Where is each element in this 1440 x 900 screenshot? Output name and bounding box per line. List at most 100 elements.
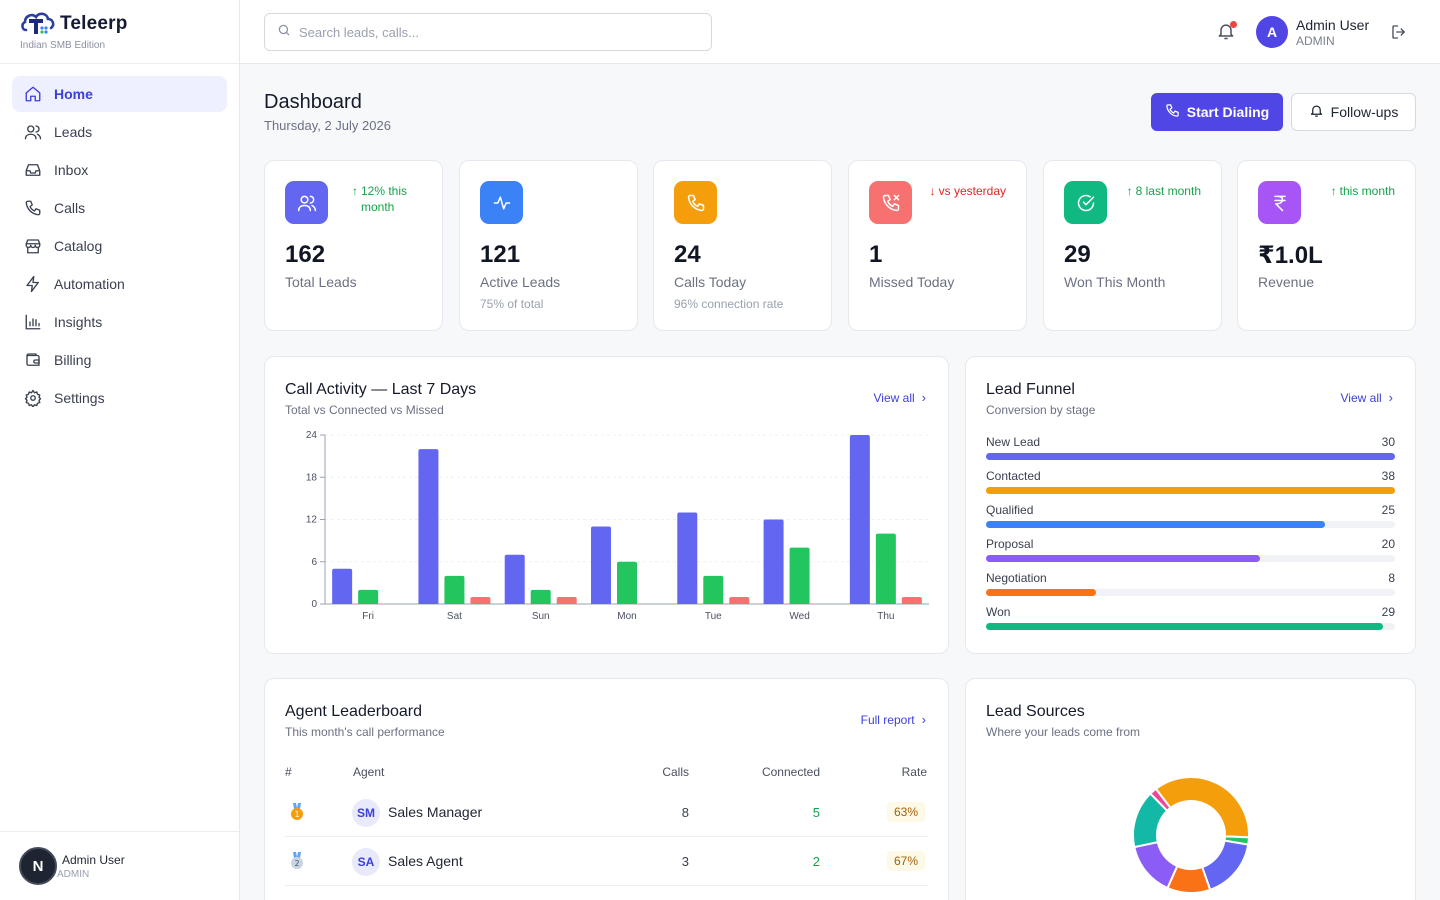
bar	[332, 568, 353, 604]
funnel-stage[interactable]: New Lead 30	[986, 435, 1395, 460]
sidebar-item-leads[interactable]: Leads	[12, 114, 227, 150]
funnel-stage[interactable]: Qualified 25	[986, 503, 1395, 528]
phone-missed-icon	[869, 181, 912, 224]
sidebar-user-role: ADMIN	[57, 868, 90, 880]
panel-title: Call Activity — Last 7 Days	[285, 381, 477, 398]
sidebar-item-catalog[interactable]: Catalog	[12, 228, 227, 264]
brand-name: Teleerp	[60, 13, 128, 34]
table-row[interactable]: 2 SA Sales Agent 3 2 67%	[285, 837, 928, 886]
stat-label: Active Leads	[480, 274, 561, 290]
bar	[444, 575, 465, 604]
call-activity-chart: 0 6 12 18 24 Fri Sat Sun Mon Tue Wed Thu	[306, 430, 929, 622]
view-all-link[interactable]: View all ›	[1340, 390, 1393, 405]
stat-card-won-this-month[interactable]: ↑ 8 last month 29 Won This Month	[1043, 160, 1222, 331]
y-tick-label: 6	[311, 557, 317, 568]
donut-slice	[1154, 776, 1250, 839]
sidebar-nav: Home Leads Inbox Calls Catalog Automatio…	[0, 64, 239, 416]
sidebar-item-billing[interactable]: Billing	[12, 342, 227, 378]
notifications-button[interactable]	[1216, 21, 1238, 43]
bar	[703, 575, 724, 604]
panel-subtitle: Conversion by stage	[986, 403, 1096, 417]
sidebar-item-label: Billing	[54, 352, 92, 368]
phone-icon	[1165, 103, 1187, 121]
sidebar-item-settings[interactable]: Settings	[12, 380, 227, 416]
chevron-right-icon: ›	[921, 712, 926, 727]
funnel-stage-label: Contacted	[986, 469, 1041, 483]
full-report-link[interactable]: Full report ›	[860, 712, 926, 727]
user-menu[interactable]: Admin User ADMIN	[1296, 17, 1369, 48]
sidebar: Teleerp Indian SMB Edition Home Leads In…	[0, 0, 240, 900]
funnel-stage[interactable]: Proposal 20	[986, 537, 1395, 562]
search-box[interactable]	[264, 13, 712, 51]
avatar: N	[19, 847, 57, 885]
brand-subtitle: Indian SMB Edition	[20, 40, 106, 51]
svg-text:2: 2	[294, 859, 299, 868]
page-title: Dashboard	[264, 91, 362, 113]
donut-slice	[1133, 840, 1179, 890]
store-icon	[24, 237, 42, 255]
bar	[677, 512, 698, 604]
sidebar-item-label: Automation	[54, 276, 125, 292]
sidebar-item-home[interactable]: Home	[12, 76, 227, 112]
table-row[interactable]: 1 SM Sales Manager 8 5 63%	[285, 788, 928, 837]
stat-value: 1	[869, 241, 883, 268]
x-tick-label: Sat	[447, 611, 462, 622]
view-all-link[interactable]: View all ›	[873, 390, 926, 405]
follow-ups-button[interactable]: Follow-ups	[1291, 93, 1416, 131]
search-input[interactable]	[299, 24, 679, 40]
wallet-icon	[24, 351, 42, 369]
bar	[849, 435, 870, 604]
stat-value: 121	[480, 241, 521, 268]
x-tick-label: Wed	[789, 611, 809, 622]
stat-card-revenue[interactable]: ↑ this month ₹1.0L Revenue	[1237, 160, 1416, 331]
bar	[470, 596, 491, 604]
calls-value: 8	[681, 805, 689, 820]
panel-subtitle: Total vs Connected vs Missed	[285, 403, 444, 417]
brand[interactable]: Teleerp Indian SMB Edition	[0, 0, 239, 64]
connected-value: 2	[812, 854, 820, 869]
sidebar-user[interactable]: N Admin User ADMIN	[0, 831, 239, 900]
bar	[617, 561, 637, 604]
funnel-stage[interactable]: Won 29	[986, 605, 1395, 630]
user-role: ADMIN	[1296, 34, 1335, 48]
funnel-track	[986, 623, 1395, 630]
check-circle-icon	[1064, 181, 1107, 224]
stat-card-missed-today[interactable]: ↓ vs yesterday 1 Missed Today	[848, 160, 1027, 331]
sidebar-item-calls[interactable]: Calls	[12, 190, 227, 226]
stat-value: ₹1.0L	[1258, 242, 1323, 269]
panel-subtitle: Where your leads come from	[986, 725, 1141, 739]
gear-icon	[24, 389, 42, 407]
funnel-stage[interactable]: Negotiation 8	[986, 571, 1395, 596]
logout-icon	[1390, 25, 1408, 45]
stat-label: Calls Today	[674, 274, 747, 290]
sidebar-item-automation[interactable]: Automation	[12, 266, 227, 302]
bar	[729, 596, 750, 604]
column-header-agent: Agent	[353, 765, 385, 779]
call-activity-panel: Call Activity — Last 7 Days Total vs Con…	[264, 356, 949, 654]
start-dialing-button[interactable]: Start Dialing	[1151, 93, 1283, 131]
funnel-stage[interactable]: Contacted 38	[986, 469, 1395, 494]
sidebar-item-insights[interactable]: Insights	[12, 304, 227, 340]
stat-card-active-leads[interactable]: 121 Active Leads 75% of total	[459, 160, 638, 331]
funnel-stage-label: Qualified	[986, 503, 1034, 517]
x-tick-label: Sun	[532, 611, 550, 622]
arrow-up-icon: ↑	[352, 184, 358, 198]
agent-name: Sales Agent	[388, 853, 463, 869]
funnel-fill	[986, 555, 1261, 562]
phone-icon	[674, 181, 717, 224]
avatar[interactable]: A	[1256, 16, 1288, 48]
logout-button[interactable]	[1390, 23, 1408, 41]
panel-title: Agent Leaderboard	[285, 703, 422, 720]
stat-card-total-leads[interactable]: ↑ 12% this month 162 Total Leads	[264, 160, 443, 331]
rate-badge: 67%	[886, 851, 925, 871]
agent-name: Sales Manager	[388, 804, 483, 820]
sidebar-item-inbox[interactable]: Inbox	[12, 152, 227, 188]
bar	[591, 526, 611, 604]
users-icon	[24, 123, 42, 141]
follow-ups-label: Follow-ups	[1330, 104, 1399, 120]
bar	[901, 596, 922, 604]
funnel-stage-value: 25	[1381, 503, 1395, 517]
panel-title: Lead Funnel	[986, 381, 1075, 398]
stat-card-calls-today[interactable]: 24 Calls Today 96% connection rate	[653, 160, 832, 331]
funnel-stage-value: 38	[1381, 469, 1395, 483]
